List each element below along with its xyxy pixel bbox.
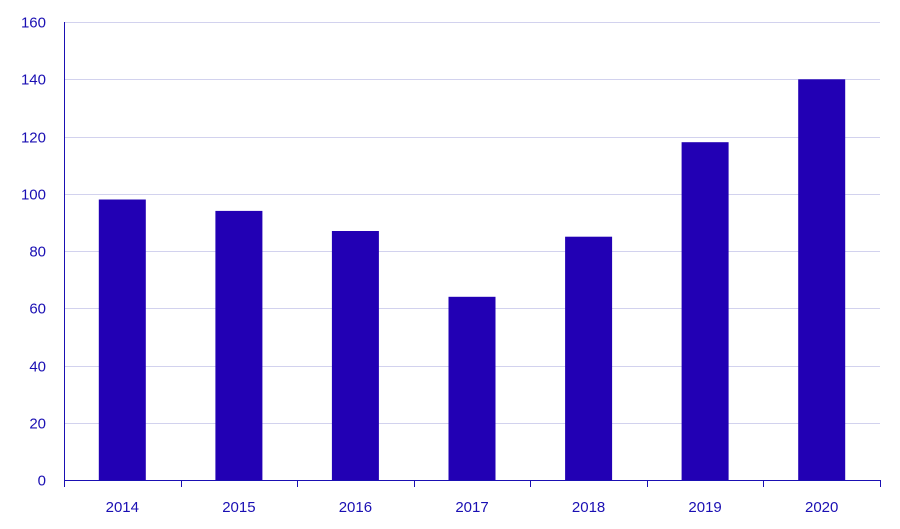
x-tick-label: 2015 (222, 499, 255, 516)
y-tick-label: 60 (29, 301, 46, 318)
y-tick-label: 120 (21, 130, 46, 147)
y-tick-label: 160 (21, 15, 46, 32)
bar-2020 (798, 79, 846, 481)
bars (98, 79, 846, 481)
y-tick-label: 80 (29, 244, 46, 261)
y-axis: 0 20 40 60 80 100 120 140 160 (21, 15, 65, 490)
bar-2018 (565, 236, 613, 480)
y-tick-label: 100 (21, 187, 46, 204)
bar-2019 (681, 142, 729, 480)
x-tick-label: 2018 (572, 499, 605, 516)
y-tick-label: 20 (29, 416, 46, 433)
bar-2014 (98, 199, 146, 480)
x-tick-label: 2020 (805, 499, 838, 516)
bar-2017 (448, 296, 496, 480)
y-tick-label: 40 (29, 359, 46, 376)
x-tick-label: 2019 (688, 499, 721, 516)
y-tick-label: 0 (38, 473, 46, 490)
x-tick-label: 2014 (106, 499, 139, 516)
y-tick-label: 140 (21, 72, 46, 89)
x-tick-label: 2016 (339, 499, 372, 516)
x-tick-label: 2017 (455, 499, 488, 516)
bar-2016 (331, 231, 379, 480)
bar-2015 (215, 210, 263, 480)
x-axis: 2014 2015 2016 2017 2018 2019 2020 (64, 480, 881, 516)
